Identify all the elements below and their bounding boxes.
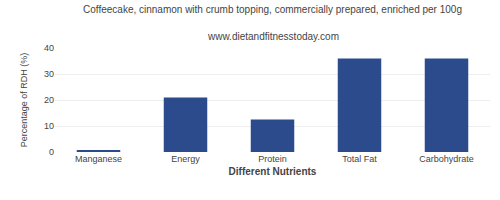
svg-text:30: 30 <box>44 69 54 79</box>
svg-text:Protein: Protein <box>258 154 287 164</box>
svg-text:Energy: Energy <box>171 154 200 164</box>
svg-text:www.dietandfitnesstoday.com: www.dietandfitnesstoday.com <box>207 31 339 42</box>
svg-text:Total Fat: Total Fat <box>342 154 377 164</box>
svg-text:Coffeecake, cinnamon with crum: Coffeecake, cinnamon with crumb topping,… <box>83 4 462 15</box>
svg-text:Percentage of RDH (%): Percentage of RDH (%) <box>19 53 29 148</box>
svg-text:10: 10 <box>44 121 54 131</box>
svg-text:Manganese: Manganese <box>75 154 122 164</box>
svg-text:Different Nutrients: Different Nutrients <box>229 166 317 177</box>
svg-text:0: 0 <box>49 147 54 157</box>
svg-text:20: 20 <box>44 95 54 105</box>
svg-text:Carbohydrate: Carbohydrate <box>419 154 474 164</box>
svg-text:40: 40 <box>44 43 54 53</box>
